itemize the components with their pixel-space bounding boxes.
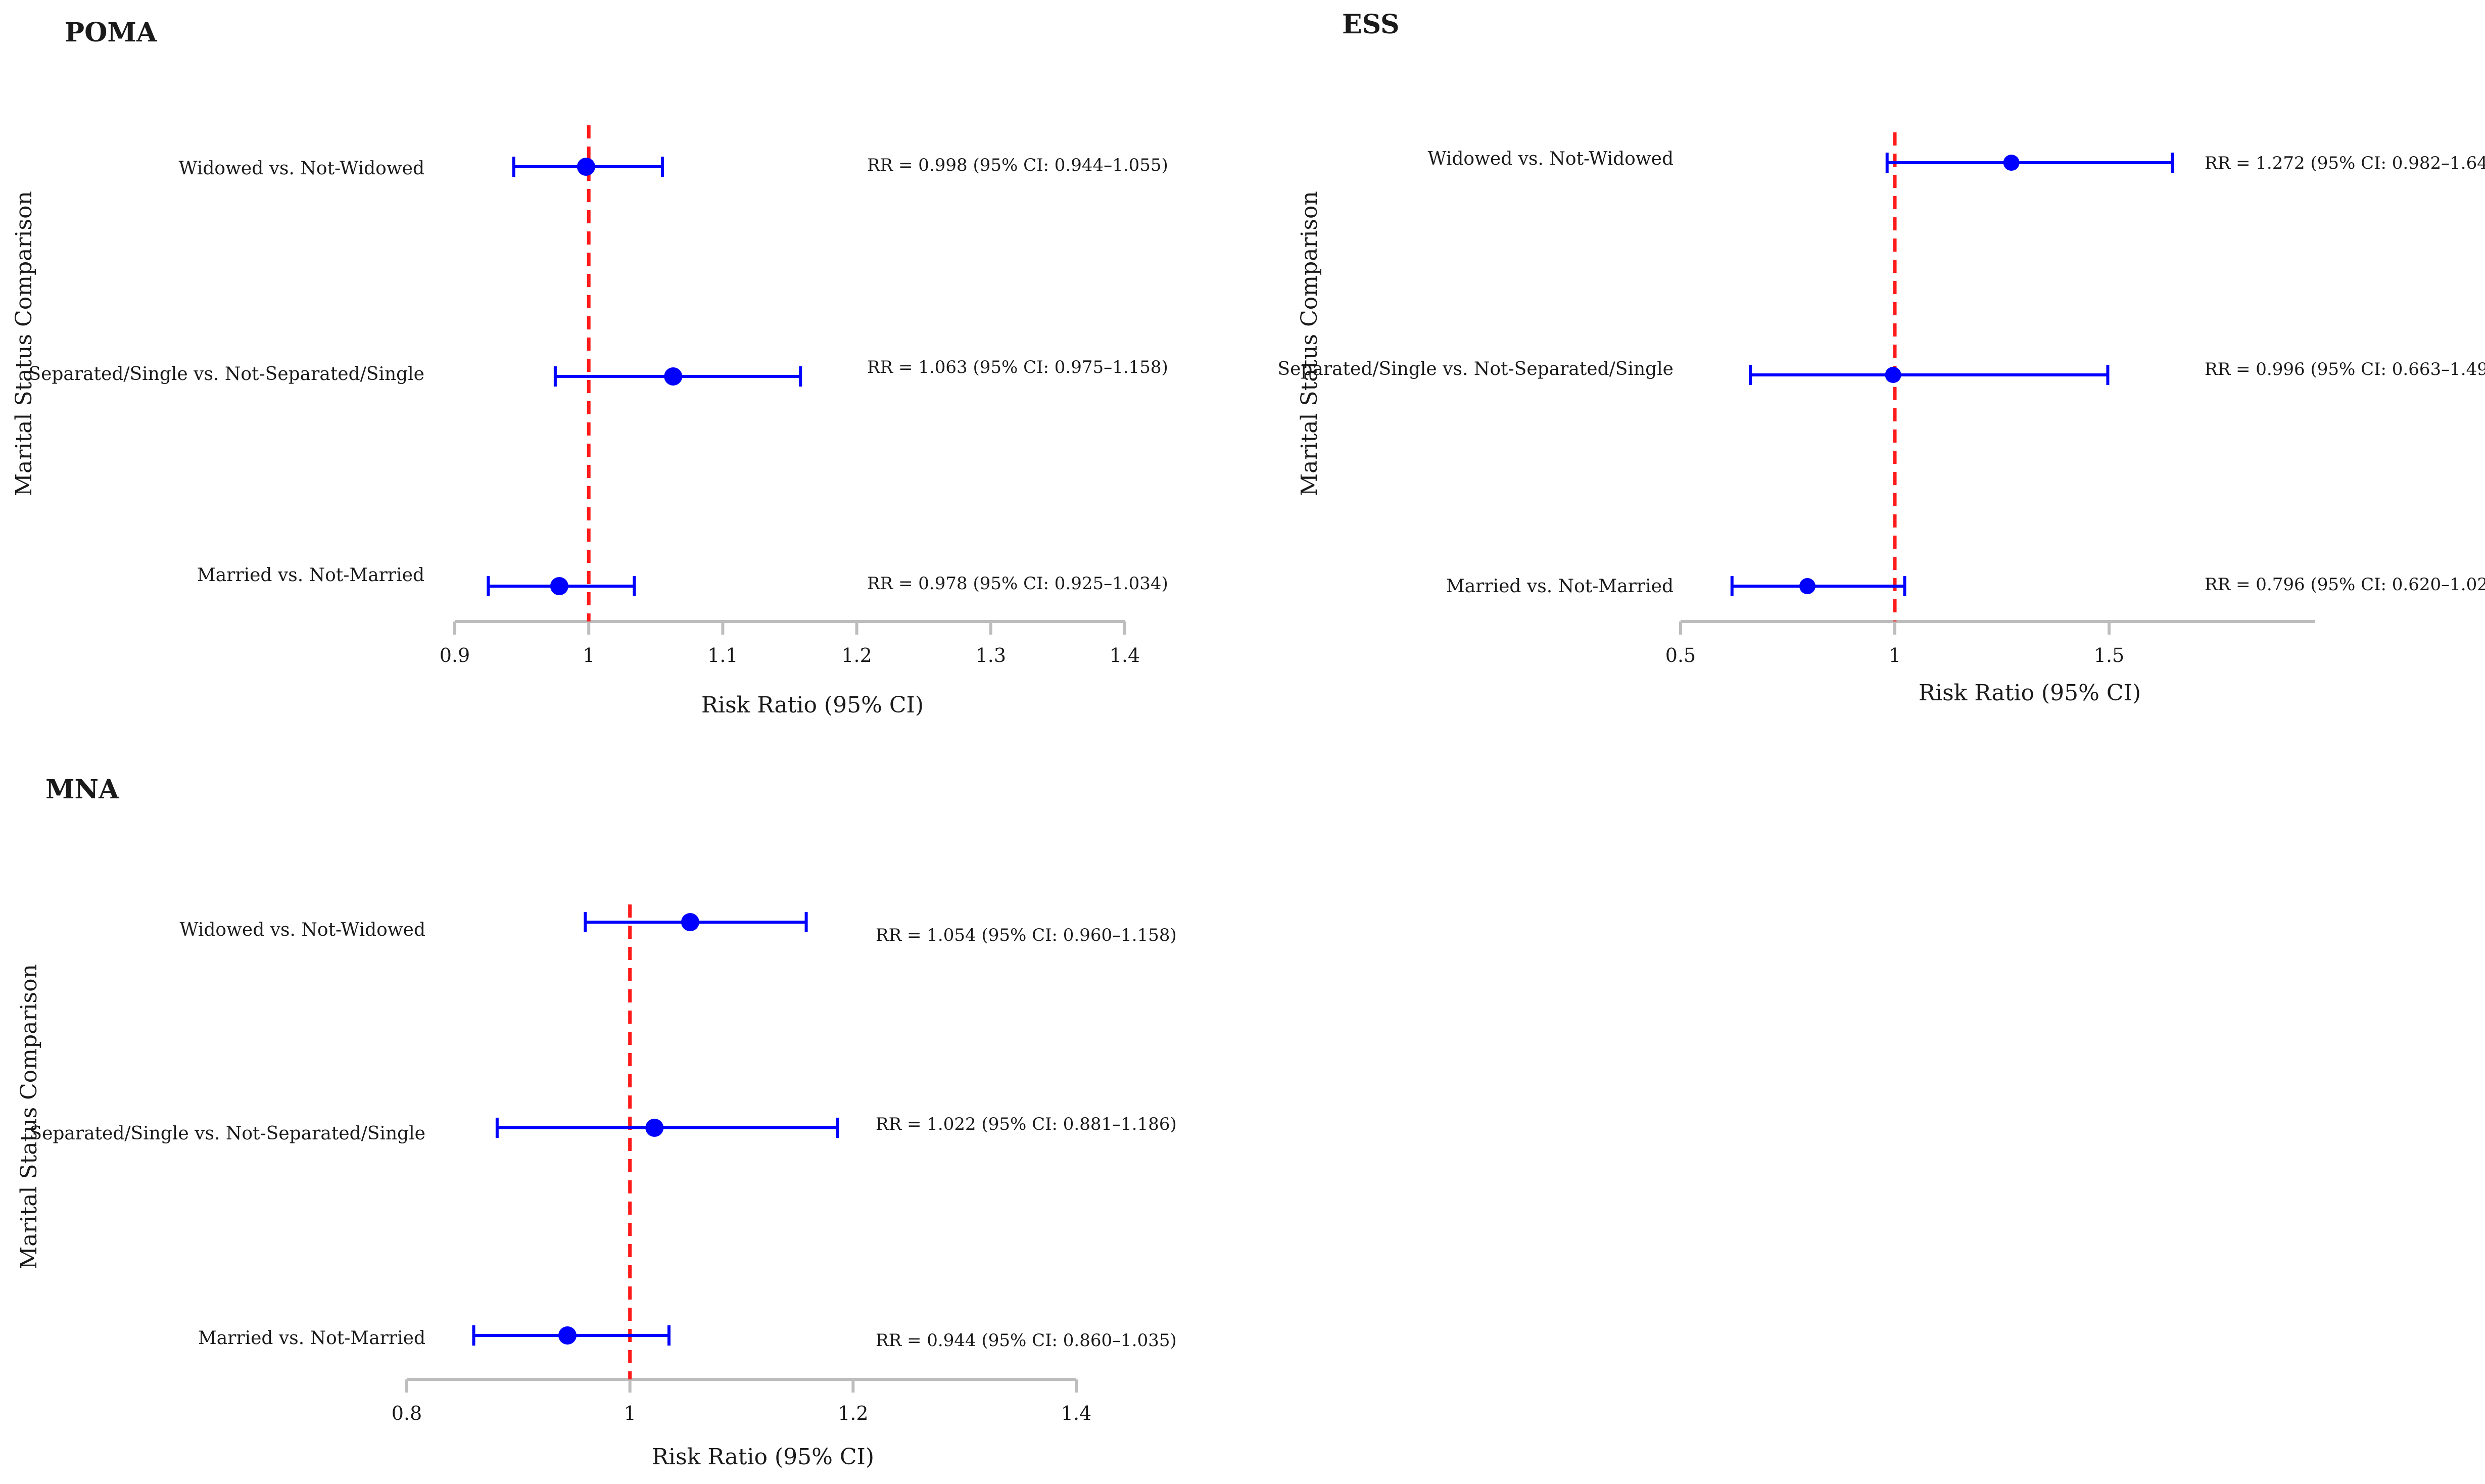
x-tick-label: 1.2 [838,1402,868,1424]
panel-title: POMA [65,17,157,48]
category-label: Separated/Single vs. Not-Separated/Singl… [28,364,424,385]
x-tick-label: 1 [583,644,595,666]
ess-panel: ESS Marital Status Comparison 0.5 1 1.5 Risk … [1277,9,2485,706]
poma-panel: POMA Marital Status Comparison 0.9 1 1.1 1.2 1… [11,17,1168,718]
y-axis-label: Marital Status Comparison [1297,191,1322,496]
x-tick-label: 1 [1889,644,1901,666]
rr-annotation: RR = 1.054 (95% CI: 0.960–1.158) [876,925,1177,945]
x-tick-label: 1 [624,1402,636,1424]
x-tick-label: 1.2 [841,644,872,666]
panel-title: ESS [1342,9,1400,40]
category-label: Widowed vs. Not-Widowed [178,158,424,179]
category-label: Widowed vs. Not-Widowed [1427,149,1674,169]
rr-point [664,367,683,386]
rr-point [681,913,699,931]
y-axis-label: Marital Status Comparison [11,191,37,496]
rr-point [1799,578,1816,594]
rr-point [558,1326,577,1345]
category-label: Married vs. Not-Married [197,565,424,586]
x-tick-label: 0.8 [392,1402,422,1424]
panel-title: MNA [45,774,119,805]
rr-point [577,158,595,176]
y-axis-label: Marital Status Comparison [16,964,42,1269]
rr-annotation: RR = 0.998 (95% CI: 0.944–1.055) [867,155,1168,175]
x-axis-label: Risk Ratio (95% CI) [652,1444,874,1470]
x-tick-label: 1.5 [2094,644,2124,666]
x-tick-label: 0.5 [1665,644,1696,666]
rr-annotation: RR = 0.796 (95% CI: 0.620–1.023) [2205,575,2485,595]
rr-annotation: RR = 1.272 (95% CI: 0.982–1.648) [2205,153,2485,173]
x-tick-label: 1.4 [1061,1402,1091,1424]
rr-annotation: RR = 0.996 (95% CI: 0.663–1.497) [2205,359,2485,379]
rr-point [550,577,568,595]
x-tick-label: 1.3 [976,644,1006,666]
rr-annotation: RR = 1.063 (95% CI: 0.975–1.158) [867,357,1168,377]
x-axis-label: Risk Ratio (95% CI) [701,692,924,718]
x-tick-label: 1.1 [707,644,738,666]
rr-point [645,1119,664,1137]
category-label: Married vs. Not-Married [1446,576,1674,597]
category-label: Separated/Single vs. Not-Separated/Singl… [1277,359,1674,379]
category-label: Widowed vs. Not-Widowed [179,920,425,940]
x-tick-label: 1.4 [1110,644,1140,666]
mna-panel: MNA Marital Status Comparison 0.8 1 1.2 1.4 Ri… [16,774,1177,1470]
x-axis-label: Risk Ratio (95% CI) [1919,680,2141,706]
rr-annotation: RR = 1.022 (95% CI: 0.881–1.186) [876,1114,1177,1134]
rr-annotation: RR = 0.978 (95% CI: 0.925–1.034) [867,573,1168,594]
rr-annotation: RR = 0.944 (95% CI: 0.860–1.035) [876,1330,1177,1351]
category-label: Separated/Single vs. Not-Separated/Singl… [29,1123,425,1144]
rr-point [2003,155,2020,171]
category-label: Married vs. Not-Married [198,1328,425,1349]
rr-point [1885,367,1901,383]
x-tick-label: 0.9 [440,644,470,666]
